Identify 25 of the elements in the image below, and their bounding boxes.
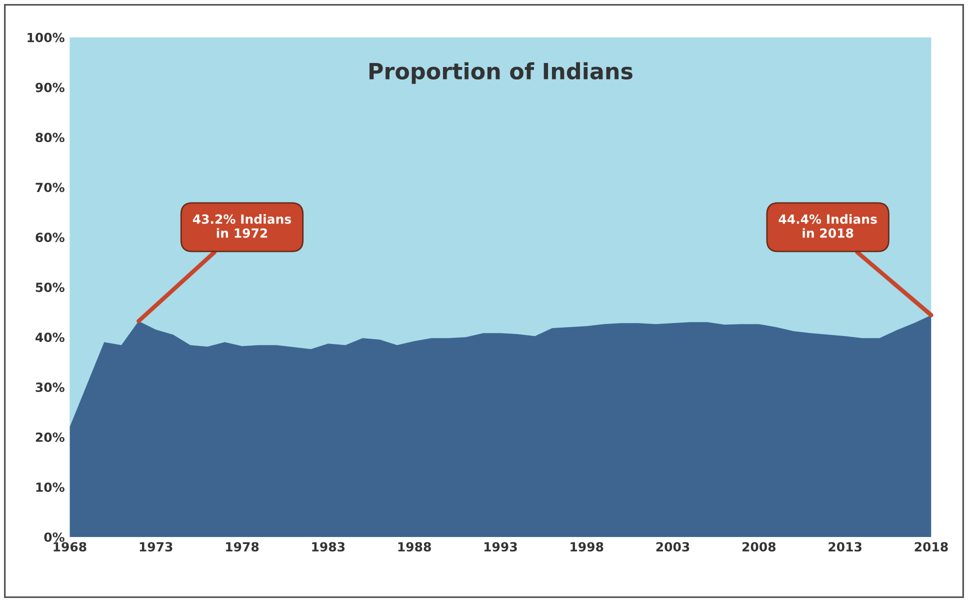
x-tick-label: 2013 — [828, 542, 862, 552]
x-tick-label: 1978 — [226, 542, 259, 552]
x-tick-label: 1998 — [570, 542, 604, 552]
y-tick-label: 70% — [36, 182, 64, 192]
y-tick-label: 10% — [36, 482, 64, 492]
x-tick-label: 1973 — [140, 542, 172, 552]
x-tick-label: 2018 — [914, 542, 948, 552]
x-tick-label: 2008 — [742, 542, 776, 552]
y-tick-label: 100% — [28, 32, 64, 42]
annotation: 43.2% Indians in 1972 — [192, 214, 292, 238]
x-tick-label: 1968 — [54, 542, 86, 552]
y-tick-label: 90% — [36, 82, 64, 92]
y-tick-label: 50% — [36, 282, 64, 292]
y-tick-label: 40% — [35, 332, 64, 342]
y-tick-label: 20% — [36, 432, 64, 442]
y-tick-label: 0% — [44, 532, 64, 542]
y-tick-label: 60% — [36, 232, 64, 242]
x-tick-label: 1988 — [398, 542, 431, 552]
x-tick-label: 1993 — [484, 542, 517, 552]
x-tick-label: 2003 — [656, 542, 690, 552]
y-tick-label: 30% — [36, 382, 64, 392]
annotation: 44.4% Indians in 2018 — [778, 214, 877, 238]
y-tick-label: 80% — [36, 132, 64, 142]
text: Proportion of Indians — [369, 62, 632, 84]
x-tick-label: 1983 — [312, 542, 345, 552]
